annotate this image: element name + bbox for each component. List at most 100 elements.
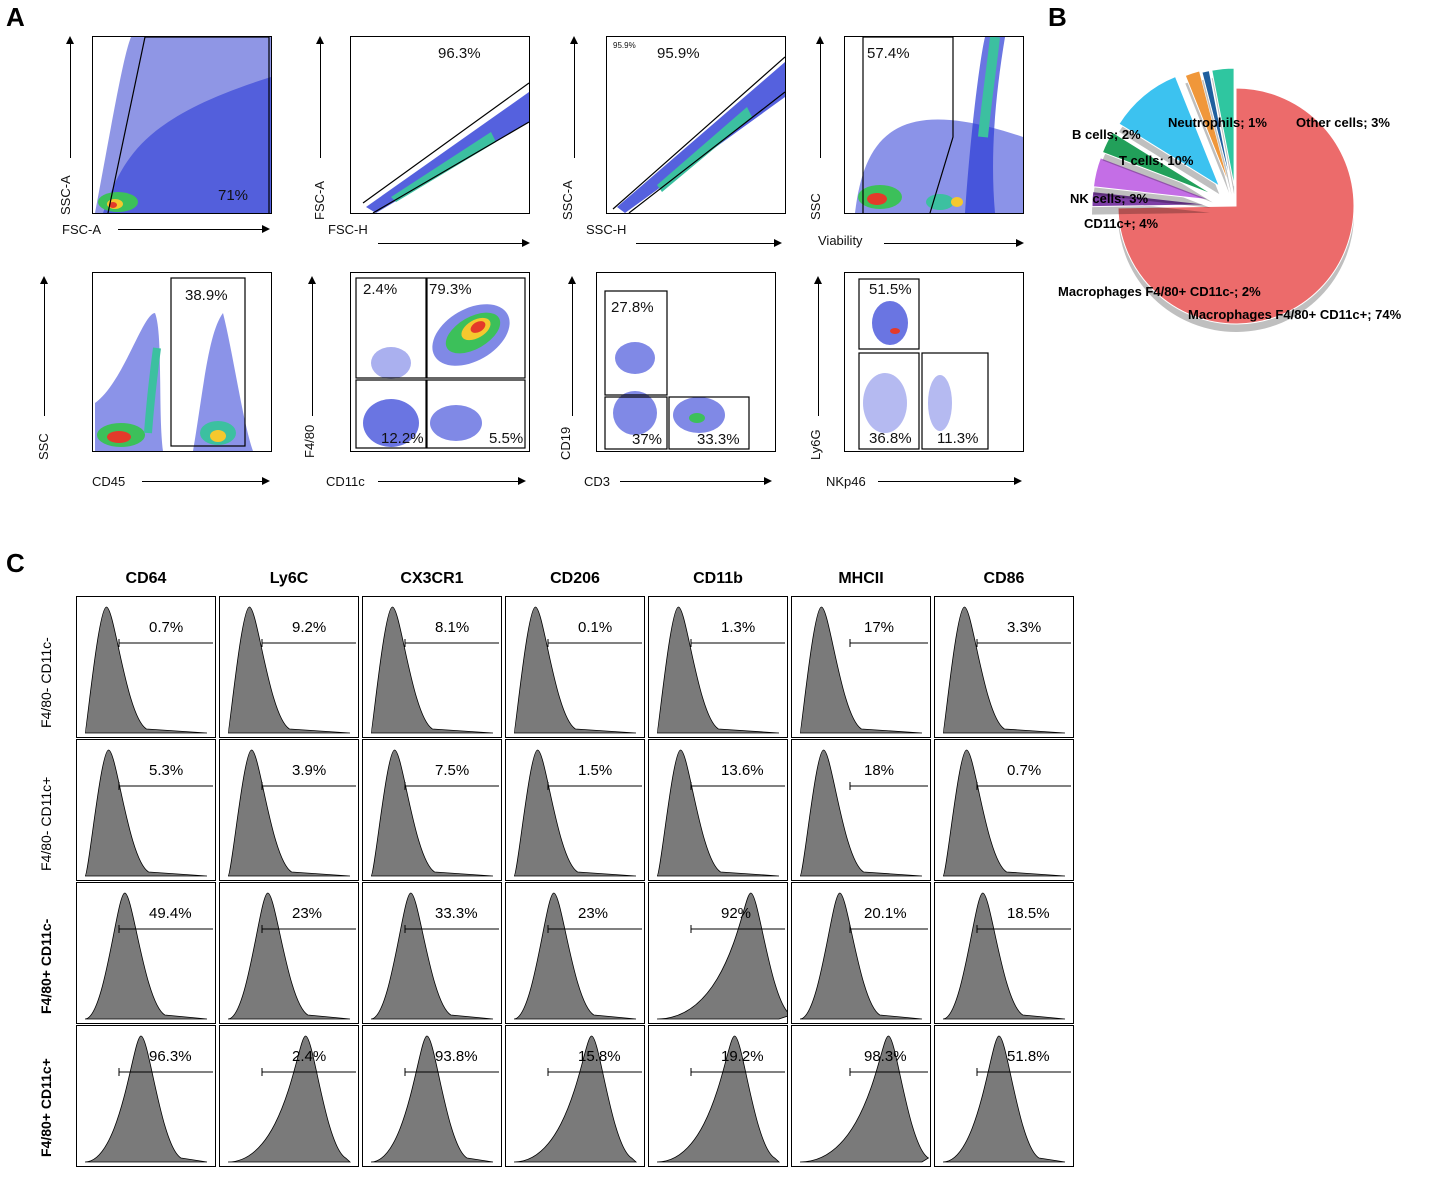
gate-bar <box>261 1068 356 1076</box>
histogram-pct: 7.5% <box>435 762 470 779</box>
x-axis-arrow <box>378 477 526 485</box>
column-header: CD86 <box>983 570 1025 587</box>
gate-pct-small: 95.9% <box>613 41 636 50</box>
pie-slice-shadow <box>1201 78 1232 195</box>
fsc-ssc-scatter <box>95 37 271 213</box>
y-axis-label: FSC-A <box>312 181 327 220</box>
gate-pct: 33.3% <box>697 431 740 448</box>
gate-pct: 57.4% <box>867 45 910 62</box>
histogram-pct: 23% <box>578 905 609 922</box>
x-axis-label: FSC-H <box>328 222 368 237</box>
pie-label: Macrophages F4/80+ CD11c+; 74% <box>1188 307 1402 322</box>
histogram-pct: 8.1% <box>435 619 470 636</box>
histogram-peak <box>513 892 637 1020</box>
y-axis-label: CD19 <box>558 426 573 460</box>
histogram-plot: 92% <box>648 882 788 1024</box>
histogram-plot: 13.6% <box>648 739 788 881</box>
y-axis-label: SSC-A <box>560 180 575 220</box>
gate-bar <box>547 1068 642 1076</box>
viability-ssc-scatter <box>855 37 1023 213</box>
gating-plot-cd3-cd19: 27.8% 37% 33.3% <box>596 272 776 452</box>
gate-bar <box>849 925 928 933</box>
gating-plot-nkp46-ly6g: 51.5% 36.8% 11.3% F <box>844 272 1024 452</box>
histogram-peak <box>370 1035 494 1163</box>
histogram-plot: 49.4% <box>76 882 216 1024</box>
y-axis-arrow <box>66 36 74 158</box>
gate-bar <box>404 925 499 933</box>
y-axis-arrow <box>816 36 824 158</box>
x-axis-arrow <box>636 239 782 247</box>
histogram-peak <box>84 606 208 734</box>
pie-label: NK cells; 3% <box>1070 191 1149 206</box>
histogram-pct: 15.8% <box>578 1048 621 1065</box>
gate-bar <box>547 925 642 933</box>
x-axis-label: SSC-H <box>586 222 627 237</box>
cd11c-f480-scatter <box>355 277 526 449</box>
gate-bar <box>849 1068 928 1076</box>
histogram-peak <box>227 606 351 734</box>
gate-pct: 12.2% <box>381 430 424 447</box>
histogram-peak <box>227 749 351 877</box>
x-axis-arrow <box>142 477 270 485</box>
x-axis-arrow <box>884 239 1024 247</box>
histogram-plot: 98.3% <box>791 1025 931 1167</box>
histogram-pct: 33.3% <box>435 905 478 922</box>
y-axis-arrow <box>570 36 578 158</box>
pie-slice-macrophages-f4-80-cd11c- <box>1091 191 1211 208</box>
histogram-plot: 33.3% <box>362 882 502 1024</box>
histogram-plot: 3.9% <box>219 739 359 881</box>
gate-bar <box>976 1068 1071 1076</box>
column-header: CX3CR1 <box>400 570 464 587</box>
x-axis-label: CD3 <box>584 474 611 489</box>
histogram-peak <box>799 892 923 1020</box>
row-header: F4/80- CD11c- <box>38 637 54 728</box>
y-axis-arrow <box>316 36 324 158</box>
histogram-pct: 13.6% <box>721 762 764 779</box>
pie-label: Other cells; 3% <box>1296 115 1390 130</box>
histogram-pct: 1.3% <box>721 619 756 636</box>
gating-plot-viability-ssc: 57.4% <box>844 36 1024 214</box>
histogram-plot: 2.4% <box>219 1025 359 1167</box>
row-header: F4/80+ CD11c+ <box>38 1058 54 1157</box>
gate-bar <box>261 782 356 790</box>
row-header: F4/80+ CD11c- <box>38 918 54 1014</box>
gate-bar <box>404 639 499 647</box>
histogram-pct: 5.3% <box>149 762 184 779</box>
histogram-peak <box>799 1035 930 1163</box>
histogram-peak <box>370 892 494 1020</box>
gate-bar <box>976 782 1071 790</box>
histogram-plot: 17% <box>791 596 931 738</box>
histogram-plot: 7.5% <box>362 739 502 881</box>
histogram-peak <box>942 606 1066 734</box>
gate-bar <box>690 925 785 933</box>
histogram-plot: 23% <box>505 882 645 1024</box>
gate-pct: 71% <box>218 187 249 204</box>
histogram-pct: 17% <box>864 619 895 636</box>
histogram-plot: 3.3% <box>934 596 1074 738</box>
histogram-plot: 8.1% <box>362 596 502 738</box>
histogram-peak <box>656 749 780 877</box>
panel-letter-a: A <box>6 2 25 32</box>
histogram-pct: 23% <box>292 905 323 922</box>
histogram-pct: 0.1% <box>578 619 613 636</box>
y-axis-label: F4/80 <box>302 424 317 458</box>
pie-slice-nk-cells <box>1101 131 1213 195</box>
histogram-plot: 19.2% <box>648 1025 788 1167</box>
gate-bar <box>261 639 356 647</box>
y-axis-arrow <box>568 276 576 416</box>
y-axis-label: Ly6G <box>808 429 823 460</box>
gate-bar <box>404 782 499 790</box>
histogram-plot: 93.8% <box>362 1025 502 1167</box>
gating-plot-fsc-ssc: 71% <box>92 36 272 214</box>
gate-bar <box>118 639 213 647</box>
histogram-pct: 93.8% <box>435 1048 478 1065</box>
column-header: CD11b <box>693 570 743 587</box>
cd3-cd19-scatter <box>604 290 750 450</box>
gate-bar <box>690 1068 785 1076</box>
histogram-plot: 23% <box>219 882 359 1024</box>
gate-pct: 38.9% <box>185 287 228 304</box>
gate-pct: 95.9% <box>657 45 700 62</box>
panel-letter-b: B <box>1048 2 1067 32</box>
gate-bar <box>118 782 213 790</box>
pie-label: Macrophages F4/80+ CD11c-; 2% <box>1058 284 1261 299</box>
